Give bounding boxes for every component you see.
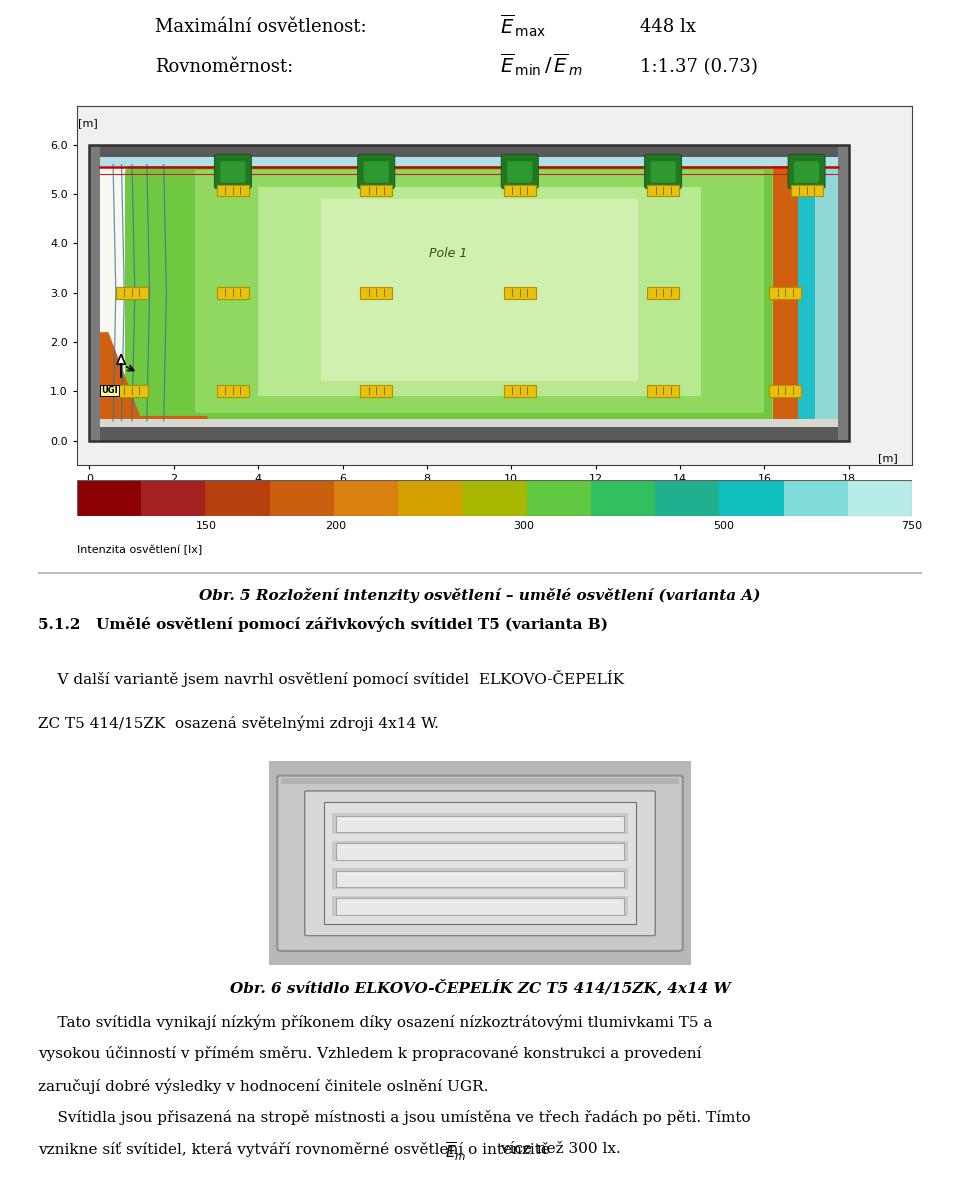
- Bar: [647, 385, 679, 397]
- Bar: [526, 480, 590, 516]
- Text: Obr. 6 svítidlo ELKOVO-ČEPELÍK ZC T5 414/15ZK, 4x14 W: Obr. 6 svítidlo ELKOVO-ČEPELÍK ZC T5 414…: [229, 978, 731, 995]
- Bar: [217, 385, 249, 397]
- Bar: [769, 385, 802, 397]
- Bar: [205, 480, 270, 516]
- Bar: [769, 287, 802, 299]
- Text: 1:1.37 (0.73): 1:1.37 (0.73): [640, 58, 757, 76]
- Bar: [281, 778, 679, 784]
- Text: Tato svítidla vynikají nízkým příkonem díky osazení nízkoztrátovými tlumivkami T: Tato svítidla vynikají nízkým příkonem d…: [38, 1014, 712, 1030]
- Bar: [217, 185, 249, 195]
- Bar: [336, 898, 624, 915]
- Bar: [100, 157, 126, 427]
- Bar: [100, 157, 838, 165]
- Bar: [89, 145, 849, 440]
- Text: 448 lx: 448 lx: [640, 18, 696, 36]
- Polygon shape: [117, 355, 126, 364]
- Text: Intenzita osvětlení [lx]: Intenzita osvětlení [lx]: [77, 544, 202, 555]
- Text: 500: 500: [713, 520, 734, 531]
- Bar: [115, 287, 148, 299]
- Bar: [332, 840, 628, 861]
- Bar: [332, 896, 628, 916]
- Text: St1: St1: [460, 481, 478, 490]
- FancyBboxPatch shape: [794, 161, 819, 183]
- FancyBboxPatch shape: [651, 161, 676, 183]
- Bar: [100, 420, 838, 427]
- FancyBboxPatch shape: [277, 776, 683, 951]
- Bar: [815, 157, 838, 427]
- Text: ZC T5 414/15ZK  osazená světelnými zdroji 4x14 W.: ZC T5 414/15ZK osazená světelnými zdroji…: [38, 716, 440, 731]
- Bar: [332, 868, 628, 888]
- Text: $\overline{E}_{\,\mathrm{max}}$: $\overline{E}_{\,\mathrm{max}}$: [500, 13, 546, 40]
- Bar: [360, 385, 393, 397]
- Bar: [504, 385, 536, 397]
- Bar: [838, 145, 849, 440]
- Text: Ok1.1: Ok1.1: [453, 495, 486, 506]
- Bar: [504, 185, 536, 195]
- Bar: [360, 185, 393, 195]
- Bar: [115, 385, 148, 397]
- Bar: [141, 480, 205, 516]
- Bar: [270, 480, 334, 516]
- Text: zaručují dobré výsledky v hodnocení činitele oslnění UGR.: zaručují dobré výsledky v hodnocení čini…: [38, 1078, 489, 1093]
- Text: Obr. 5 Rozložení intenzity osvětlení – umělé osvětlení (varianta A): Obr. 5 Rozložení intenzity osvětlení – u…: [200, 589, 760, 603]
- Text: Svítidla jsou přisazená na stropě místnosti a jsou umístěna ve třech řadách po p: Svítidla jsou přisazená na stropě místno…: [38, 1110, 751, 1125]
- Bar: [89, 145, 100, 440]
- Bar: [719, 480, 783, 516]
- Bar: [77, 480, 141, 516]
- Bar: [647, 185, 679, 195]
- Bar: [848, 480, 912, 516]
- FancyBboxPatch shape: [644, 155, 682, 188]
- Text: Pole 1: Pole 1: [429, 247, 468, 260]
- Bar: [217, 287, 249, 299]
- FancyBboxPatch shape: [364, 161, 389, 183]
- Text: Maximální osvětlenost:: Maximální osvětlenost:: [155, 18, 367, 36]
- Text: Rovnoměrnost:: Rovnoměrnost:: [155, 58, 293, 76]
- Bar: [324, 802, 636, 924]
- Text: 750: 750: [901, 520, 923, 531]
- Bar: [336, 815, 624, 832]
- Text: V další variantě jsem navrhl osvětlení pomocí svítidel  ELKOVO-ČEPELÍK: V další variantě jsem navrhl osvětlení p…: [38, 670, 625, 687]
- Text: vysokou účinností v přímém směru. Vzhledem k propracované konstrukci a provedení: vysokou účinností v přímém směru. Vzhled…: [38, 1047, 702, 1061]
- Text: 150: 150: [196, 520, 217, 531]
- FancyBboxPatch shape: [788, 155, 825, 188]
- Bar: [647, 287, 679, 299]
- Bar: [89, 145, 849, 157]
- Bar: [336, 843, 624, 860]
- Bar: [655, 480, 719, 516]
- Bar: [783, 480, 848, 516]
- Text: 200: 200: [325, 520, 347, 531]
- Bar: [360, 287, 393, 299]
- Text: UGI: UGI: [102, 386, 118, 394]
- Bar: [332, 813, 628, 833]
- Bar: [322, 199, 637, 381]
- Text: více než 300 lx.: více než 300 lx.: [496, 1141, 621, 1156]
- Text: 5.1.2   Umělé osvětlení pomocí zářivkových svítidel T5 (varianta B): 5.1.2 Umělé osvětlení pomocí zářivkových…: [38, 616, 609, 632]
- Bar: [798, 157, 838, 427]
- Bar: [398, 480, 463, 516]
- Text: [m]: [m]: [878, 453, 898, 463]
- Bar: [258, 187, 701, 396]
- FancyBboxPatch shape: [214, 155, 252, 188]
- Bar: [89, 427, 849, 440]
- Text: [m]: [m]: [78, 118, 97, 128]
- Bar: [504, 287, 536, 299]
- Text: vznikne síť svítidel, která vytváří rovnoměrné osvětlení o intenzitě: vznikne síť svítidel, která vytváří rovn…: [38, 1141, 555, 1157]
- Polygon shape: [100, 332, 207, 427]
- Bar: [790, 185, 823, 195]
- FancyBboxPatch shape: [501, 155, 539, 188]
- Bar: [773, 157, 798, 427]
- Bar: [590, 480, 655, 516]
- Bar: [334, 480, 398, 516]
- Text: $\overline{E}_{\,\mathrm{min}}\,/\,\overline{E}_{\,m}$: $\overline{E}_{\,\mathrm{min}}\,/\,\over…: [500, 52, 583, 78]
- Bar: [336, 870, 624, 887]
- Text: $\overline{E}_{m}$: $\overline{E}_{m}$: [444, 1140, 467, 1163]
- FancyBboxPatch shape: [358, 155, 395, 188]
- FancyBboxPatch shape: [507, 161, 533, 183]
- Text: 300: 300: [514, 520, 534, 531]
- Bar: [195, 169, 764, 414]
- FancyBboxPatch shape: [304, 791, 656, 935]
- Bar: [463, 480, 526, 516]
- FancyBboxPatch shape: [220, 161, 246, 183]
- Polygon shape: [115, 157, 773, 427]
